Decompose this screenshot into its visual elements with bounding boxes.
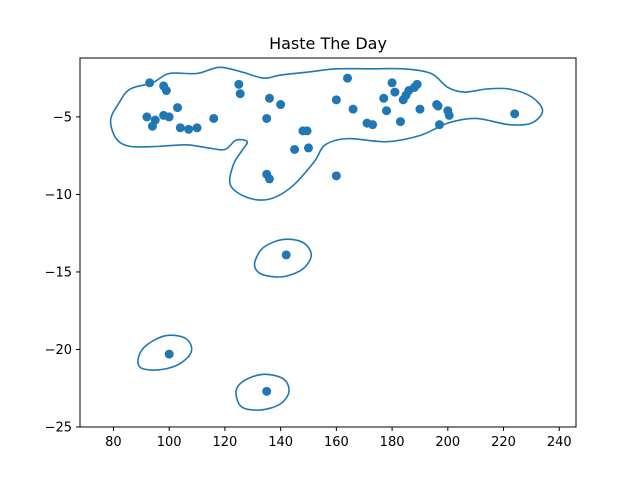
data-point-44	[434, 120, 444, 130]
data-points	[142, 73, 520, 396]
data-point-48	[281, 250, 291, 260]
data-point-31	[379, 93, 389, 103]
chart-title: Haste The Day	[269, 34, 387, 53]
data-point-27	[343, 73, 353, 83]
x-tick-label: 160	[324, 435, 349, 450]
data-point-32	[382, 106, 392, 116]
data-point-13	[209, 113, 219, 123]
data-point-8	[164, 112, 174, 122]
density-contour-1	[109, 66, 544, 201]
x-tick-label: 140	[268, 435, 293, 450]
data-point-14	[234, 79, 244, 89]
data-point-26	[331, 95, 341, 105]
data-point-35	[395, 117, 405, 127]
data-point-34	[390, 87, 400, 97]
x-tick-label: 220	[491, 435, 516, 450]
data-point-6	[150, 115, 160, 125]
y-tick-label: −5	[53, 110, 72, 125]
x-tick-label: 180	[380, 435, 405, 450]
data-point-16	[262, 113, 272, 123]
density-contour-2	[253, 238, 313, 278]
data-point-10	[175, 123, 185, 133]
x-tick-label: 240	[547, 435, 572, 450]
y-tick-label: −20	[45, 343, 72, 358]
x-tick-label: 120	[212, 435, 237, 450]
data-point-21	[302, 126, 312, 136]
data-point-33	[387, 78, 397, 88]
data-point-19	[290, 144, 300, 154]
density-contours	[109, 66, 544, 411]
y-tick-label: −15	[45, 265, 72, 280]
x-tick-label: 80	[105, 435, 122, 450]
data-point-24	[264, 174, 274, 184]
data-point-30	[368, 120, 378, 130]
data-point-3	[161, 86, 171, 96]
data-point-40	[412, 79, 422, 89]
data-point-47	[510, 109, 520, 119]
plot-area-frame	[79, 57, 577, 428]
x-tick-label: 200	[435, 435, 460, 450]
data-point-1	[145, 78, 155, 88]
data-point-25	[331, 171, 341, 181]
data-point-9	[173, 103, 183, 113]
density-contour-3	[137, 334, 193, 371]
data-point-28	[348, 104, 358, 114]
data-point-41	[415, 104, 425, 114]
data-point-18	[276, 100, 286, 110]
data-point-49	[164, 349, 174, 359]
data-point-50	[262, 386, 272, 396]
data-point-15	[235, 89, 245, 99]
density-contour-4	[235, 373, 290, 411]
x-axis-ticks: 80 100 120 140 160 180 200 220 240	[105, 427, 572, 450]
y-tick-label: −10	[45, 188, 72, 203]
data-point-12	[192, 123, 202, 133]
y-axis-ticks: −5 −10 −15 −20 −25	[45, 110, 80, 436]
y-tick-label: −25	[45, 421, 72, 436]
data-point-22	[303, 143, 313, 153]
data-point-46	[444, 110, 454, 120]
data-point-43	[433, 101, 443, 111]
data-point-17	[264, 93, 274, 103]
data-point-4	[142, 112, 152, 122]
x-tick-label: 100	[157, 435, 182, 450]
data-point-11	[184, 124, 194, 134]
